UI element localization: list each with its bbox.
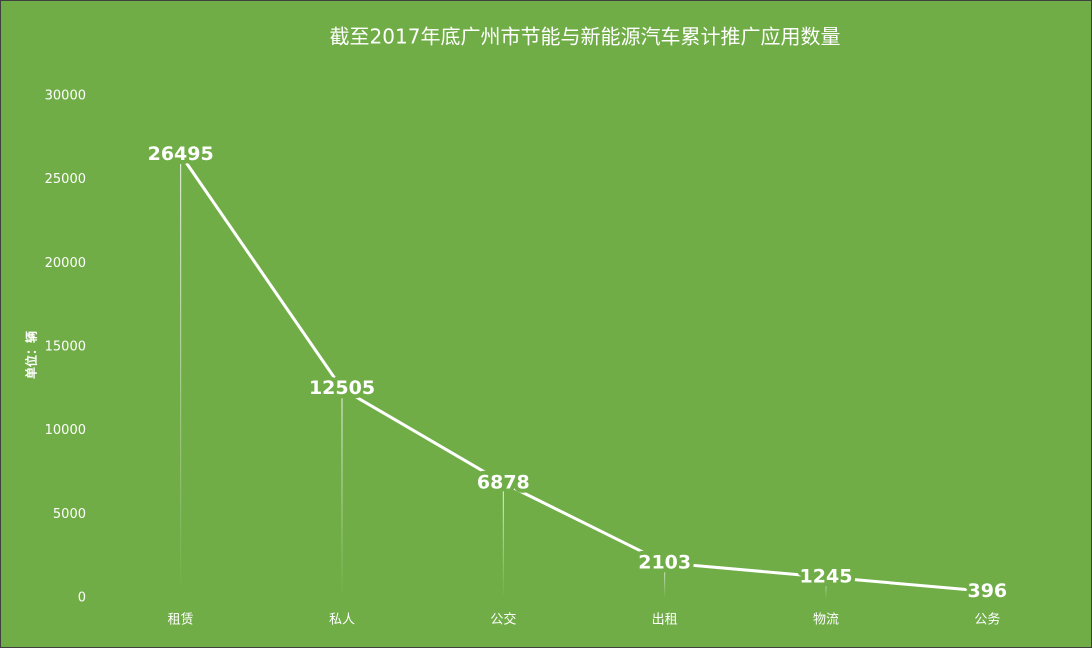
data-label: 6878	[477, 471, 530, 493]
y-tick-label: 15000	[45, 340, 86, 355]
y-tick-label: 25000	[45, 172, 86, 187]
chart-title: 截至2017年底广州市节能与新能源汽车累计推广应用数量	[330, 25, 841, 49]
data-label: 26495	[148, 143, 214, 165]
y-tick-label: 30000	[45, 89, 86, 104]
y-tick-label: 5000	[53, 507, 86, 522]
y-tick-label: 10000	[45, 423, 86, 438]
y-axis-title: 单位：辆	[24, 331, 39, 379]
drop-line	[502, 482, 504, 598]
x-tick-label: 私人	[329, 613, 355, 628]
x-tick-label: 公交	[490, 612, 516, 628]
x-tick-label: 公务	[974, 612, 1000, 628]
x-tick-label: 出租	[652, 613, 678, 628]
data-label: 1245	[800, 566, 853, 588]
drop-line	[825, 577, 827, 598]
x-tick-label: 租赁	[168, 613, 194, 628]
y-tick-label: 20000	[45, 256, 86, 271]
drop-line	[664, 562, 666, 598]
y-tick-label: 0	[78, 591, 86, 606]
data-line	[179, 153, 988, 593]
data-label: 12505	[309, 377, 375, 399]
drop-line	[341, 388, 343, 598]
drop-line	[986, 591, 988, 598]
x-tick-label: 物流	[813, 613, 839, 628]
drop-line	[180, 154, 182, 598]
data-label: 2103	[638, 551, 691, 573]
data-label: 396	[967, 580, 1007, 602]
